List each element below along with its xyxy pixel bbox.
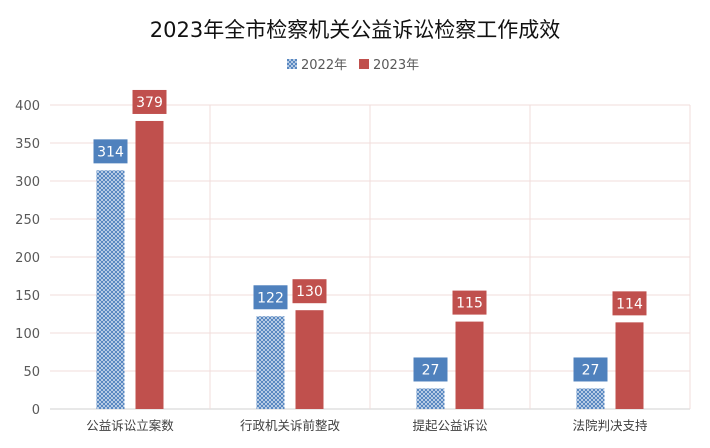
- data-label-box: [93, 139, 128, 164]
- legend-label: 2022年: [301, 58, 347, 73]
- data-label: 27: [422, 362, 440, 378]
- data-label: 379: [136, 95, 163, 111]
- chart-title: 2023年全市检察机关公益诉讼检察工作成效: [150, 18, 560, 42]
- data-label-box: [292, 279, 327, 304]
- legend-swatch: [359, 59, 369, 69]
- bar: [256, 316, 285, 409]
- bar: [615, 322, 644, 409]
- data-label: 130: [296, 284, 323, 300]
- y-tick-label: 50: [23, 365, 40, 380]
- data-label: 27: [582, 362, 600, 378]
- bar: [576, 388, 605, 409]
- y-tick-label: 300: [15, 175, 40, 190]
- data-label-box: [413, 357, 448, 382]
- y-tick-label: 200: [15, 251, 40, 266]
- data-label: 122: [257, 290, 284, 306]
- x-tick-label: 法院判决支持: [572, 418, 647, 433]
- data-label: 114: [616, 296, 643, 312]
- bar: [96, 170, 125, 409]
- legend-swatch: [287, 59, 297, 69]
- x-tick-label: 公益诉讼立案数: [86, 418, 174, 433]
- bar: [135, 120, 164, 410]
- y-tick-label: 350: [15, 137, 40, 152]
- bars: [96, 120, 644, 410]
- bar: [295, 310, 324, 409]
- legend: 2022年 2023年: [287, 58, 419, 73]
- data-label-box: [253, 285, 288, 310]
- bar: [455, 321, 484, 409]
- y-tick-label: 0: [32, 403, 40, 418]
- y-tick-label: 150: [15, 289, 40, 304]
- data-label-box: [132, 89, 167, 114]
- bar: [416, 388, 445, 409]
- y-axis: 0 50 100 150 200 250 300 350 400: [15, 99, 40, 418]
- x-tick-label: 行政机关诉前整改: [240, 418, 341, 433]
- data-label-box: [612, 291, 647, 316]
- x-axis: 公益诉讼立案数 行政机关诉前整改 提起公益诉讼 法院判决支持: [86, 418, 647, 433]
- y-tick-label: 400: [15, 99, 40, 114]
- data-label: 115: [456, 296, 483, 312]
- y-tick-label: 100: [15, 327, 40, 342]
- data-label: 314: [97, 144, 124, 160]
- data-label-box: [452, 290, 487, 315]
- y-tick-label: 250: [15, 213, 40, 228]
- legend-label: 2023年: [373, 58, 419, 73]
- data-labels: 314 122 27 27 379 130 115 114: [93, 89, 647, 382]
- x-tick-label: 提起公益诉讼: [412, 418, 487, 433]
- data-label-box: [573, 357, 608, 382]
